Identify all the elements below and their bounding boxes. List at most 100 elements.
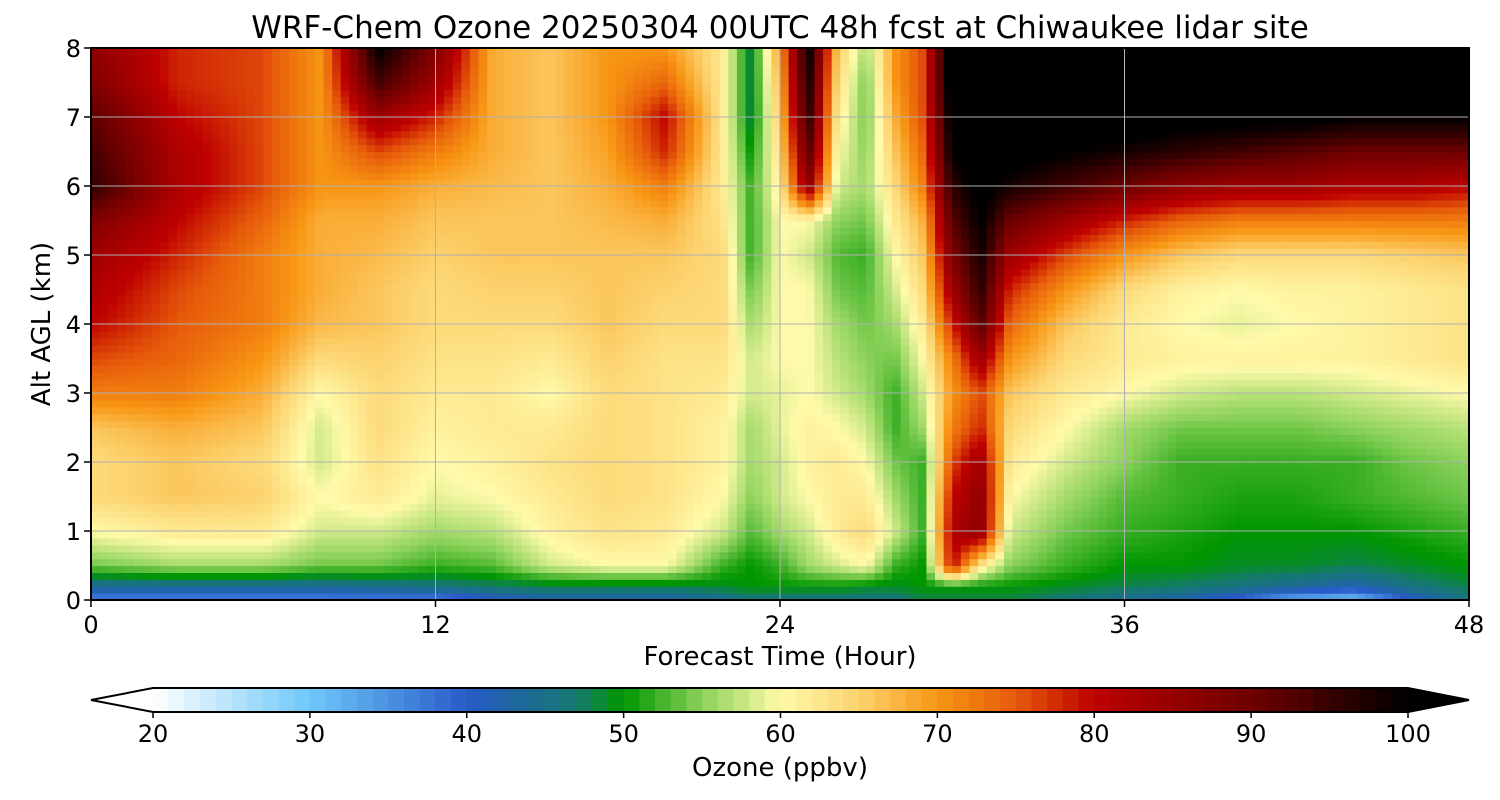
heat-cell: [805, 579, 816, 587]
heat-cell: [1021, 579, 1031, 587]
heat-cell: [254, 558, 264, 567]
heat-cell: [1072, 496, 1083, 504]
heat-cell: [797, 441, 807, 449]
heat-cell: [926, 551, 936, 560]
heat-cell: [478, 593, 488, 600]
heat-cell: [1348, 510, 1358, 518]
heat-cell: [134, 496, 144, 504]
heat-cell: [1270, 420, 1281, 429]
heat-cell: [573, 524, 583, 532]
heat-cell: [151, 427, 161, 435]
heat-cell: [211, 496, 221, 504]
heat-cell: [943, 427, 953, 435]
heat-cell: [616, 537, 626, 546]
heat-cell: [1150, 393, 1160, 401]
heat-cell: [788, 413, 798, 422]
heat-cell: [573, 593, 583, 600]
heat-cell: [633, 586, 643, 594]
heat-cell: [538, 427, 549, 435]
heat-cell: [521, 586, 531, 594]
heat-cell: [469, 468, 480, 477]
heat-cell: [211, 455, 221, 463]
heat-cell: [1124, 593, 1134, 600]
heat-cell: [435, 572, 445, 580]
heat-cell: [521, 482, 531, 491]
heat-cell: [573, 455, 583, 463]
heat-cell: [1305, 455, 1315, 463]
heat-cell: [401, 551, 411, 560]
heat-cell: [1210, 455, 1220, 463]
heat-cell: [1443, 393, 1453, 401]
heat-cell: [392, 510, 402, 518]
heat-cell: [280, 489, 290, 498]
heat-cell: [426, 399, 437, 408]
heat-cell: [297, 434, 307, 442]
heat-cell: [986, 544, 996, 553]
heat-cell: [108, 434, 118, 442]
heat-cell: [487, 468, 497, 477]
heat-cell: [693, 544, 704, 553]
heat-cell: [237, 517, 247, 525]
heat-cell: [530, 441, 540, 449]
heat-cell: [418, 503, 428, 511]
heat-cell: [1365, 517, 1375, 525]
heat-cell: [246, 482, 256, 491]
heat-cell: [1451, 593, 1461, 600]
heat-cell: [1072, 413, 1083, 422]
heat-cell: [952, 593, 962, 600]
heat-cell: [1417, 572, 1427, 580]
heat-cell: [1296, 496, 1306, 504]
heat-cell: [1279, 544, 1289, 553]
heat-cell: [1158, 551, 1169, 560]
heat-cell: [1279, 441, 1289, 449]
heat-cell: [478, 510, 488, 518]
heat-cell: [831, 558, 841, 567]
heat-cell: [900, 406, 910, 415]
heat-cell: [719, 434, 729, 442]
heat-cell: [917, 558, 928, 567]
heat-cell: [805, 441, 816, 449]
heat-cell: [306, 420, 316, 429]
heat-cell: [1167, 475, 1177, 484]
heat-cell: [986, 537, 996, 546]
heat-cell: [711, 448, 721, 456]
heat-cell: [935, 399, 945, 408]
heat-cell: [935, 503, 945, 511]
heat-cell: [831, 551, 841, 560]
heat-cell: [1046, 517, 1057, 525]
heat-cell: [91, 468, 101, 477]
heat-cell: [1434, 455, 1444, 463]
heat-cell: [840, 462, 850, 470]
heat-cell: [926, 393, 936, 401]
heat-cell: [513, 393, 523, 401]
heat-cell: [340, 489, 350, 498]
heat-cell: [1193, 565, 1203, 573]
heat-cell: [728, 448, 738, 456]
heat-cell: [891, 386, 902, 394]
heat-cell: [177, 399, 187, 408]
heat-cell: [452, 406, 462, 415]
heat-cell: [1150, 503, 1160, 511]
heat-cell: [444, 462, 454, 470]
heat-cell: [375, 544, 385, 553]
heat-cell: [1046, 579, 1057, 587]
heat-cell: [780, 468, 790, 477]
heat-cell: [831, 455, 841, 463]
heat-cell: [1081, 524, 1091, 532]
heat-cell: [314, 462, 325, 470]
heat-cell: [693, 399, 704, 408]
heat-cell: [909, 531, 919, 539]
heat-cell: [452, 565, 462, 573]
heat-cell: [263, 524, 273, 532]
heat-cell: [797, 406, 807, 415]
heat-cell: [1003, 593, 1014, 600]
heat-cell: [237, 551, 247, 560]
heat-cell: [823, 510, 833, 518]
heat-cell: [581, 448, 592, 456]
heat-cell: [909, 510, 919, 518]
heat-cell: [917, 551, 928, 560]
heat-cell: [1339, 406, 1350, 415]
heat-cell: [461, 386, 471, 394]
heat-cell: [1029, 427, 1039, 435]
heat-cell: [1374, 399, 1384, 408]
